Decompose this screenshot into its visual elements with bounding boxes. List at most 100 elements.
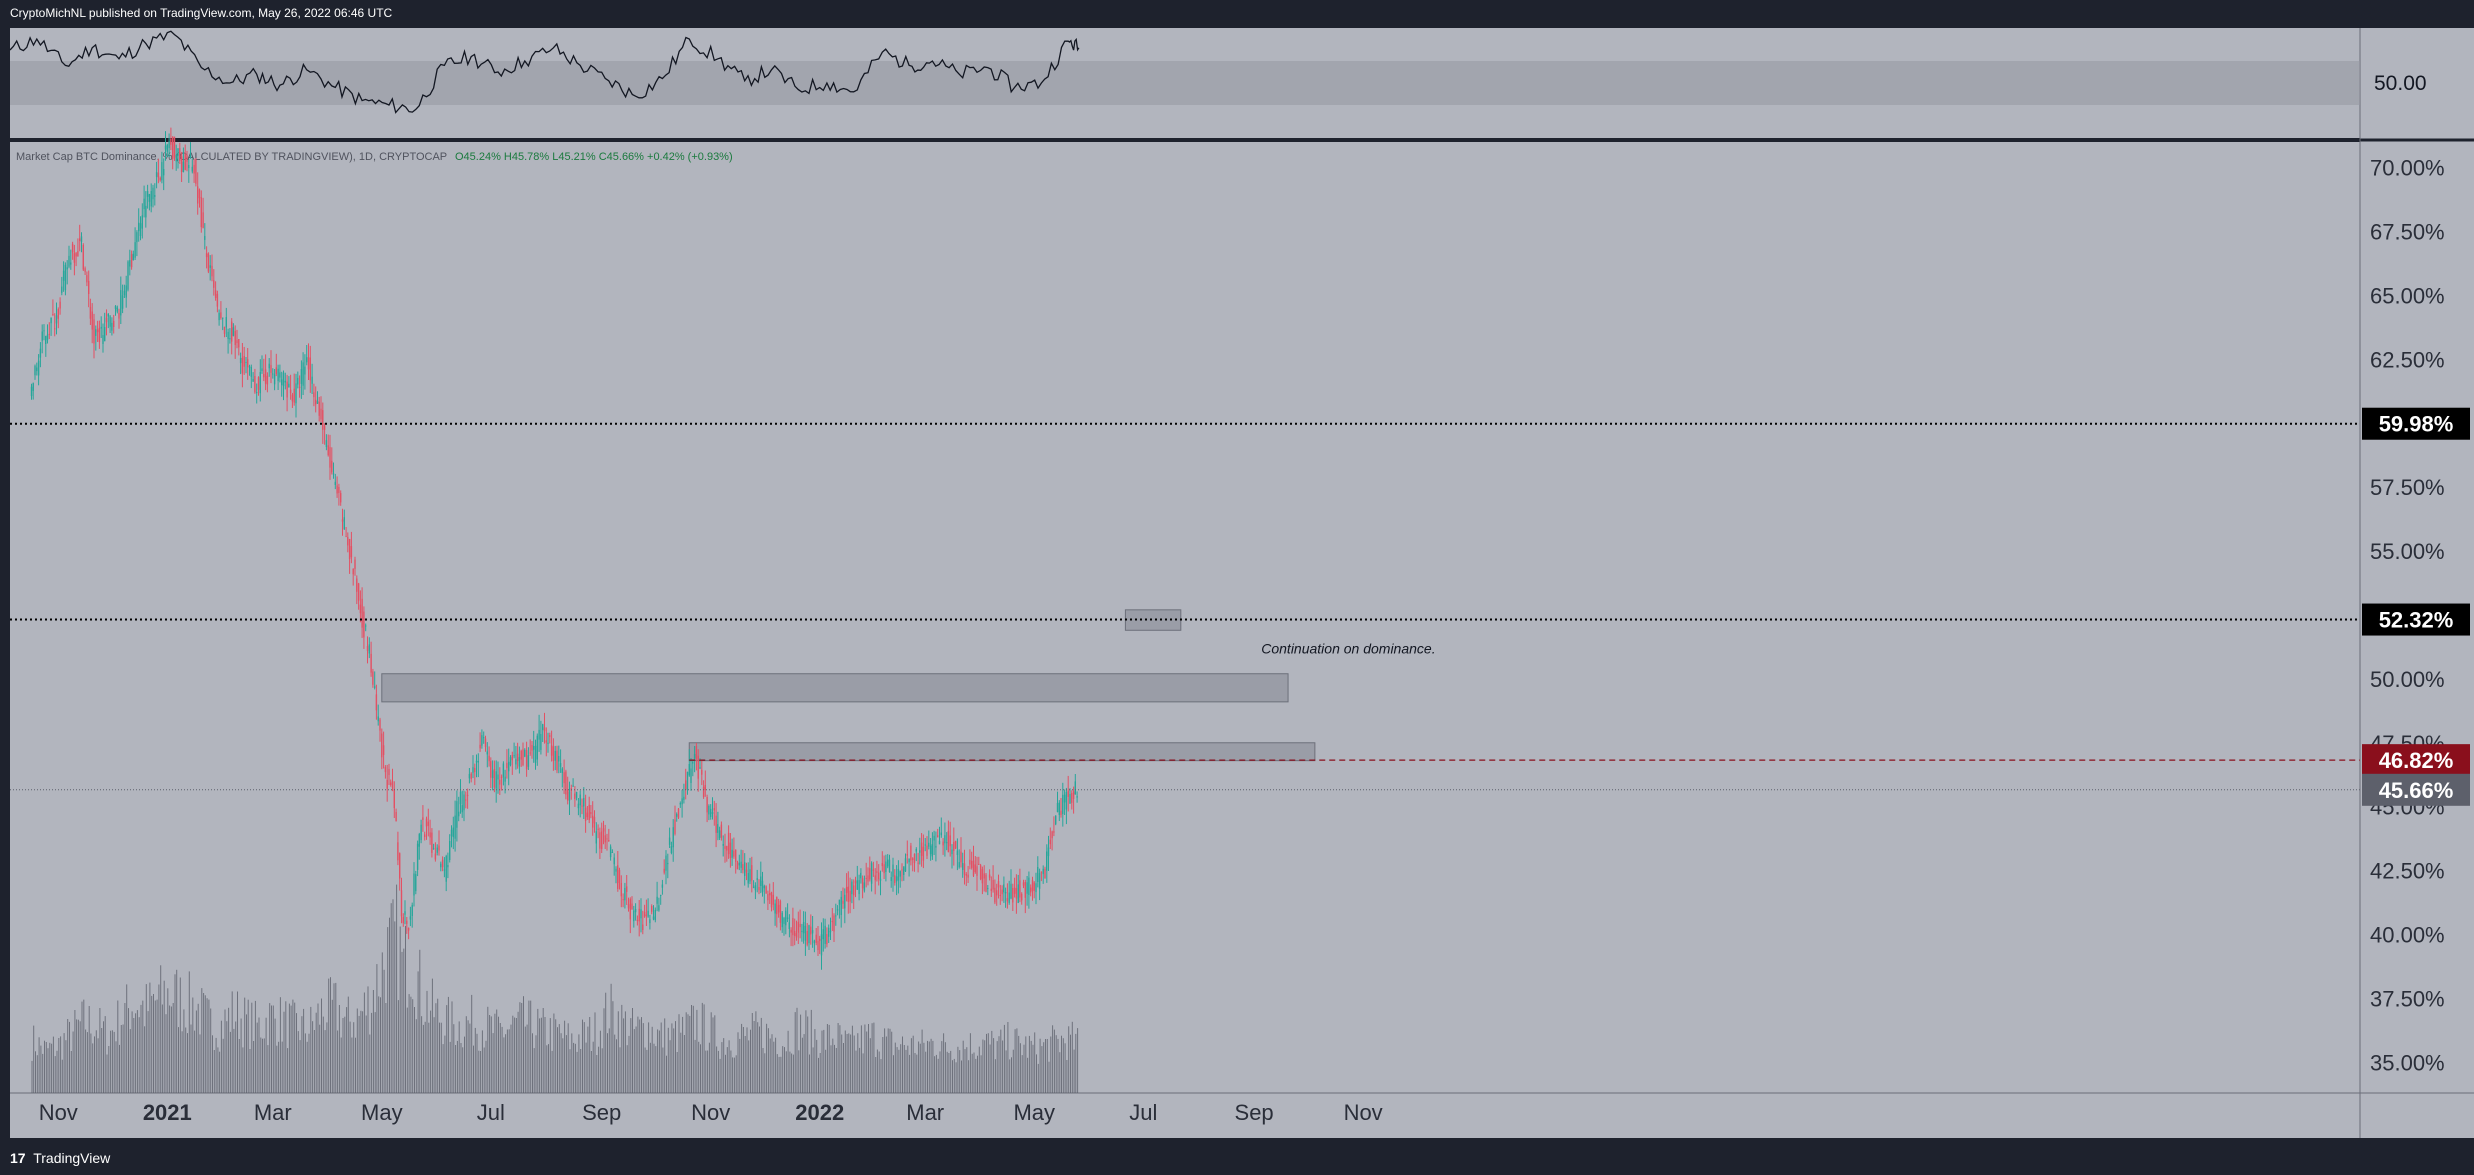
candle-body — [892, 864, 894, 877]
price-scale[interactable] — [2360, 28, 2474, 1093]
volume-bar — [934, 1056, 936, 1093]
candle-body — [667, 863, 669, 865]
candle-body — [406, 920, 408, 924]
volume-bar — [363, 992, 365, 1093]
volume-bar — [219, 1051, 221, 1093]
volume-bar — [562, 1038, 564, 1093]
time-axis[interactable] — [10, 1093, 2474, 1138]
candle-body — [52, 314, 54, 315]
candle-body — [452, 827, 454, 838]
volume-bar — [512, 1015, 514, 1093]
volume-bar — [1012, 1049, 1014, 1093]
candle-body — [661, 884, 664, 888]
volume-bar — [866, 1031, 868, 1093]
volume-bar — [76, 1019, 78, 1093]
candle-body — [992, 880, 994, 890]
candle-body — [799, 923, 801, 928]
volume-bar — [846, 1034, 848, 1093]
volume-bar — [197, 1003, 199, 1093]
price-pane[interactable] — [10, 142, 2360, 1093]
volume-bar — [72, 1031, 74, 1093]
volume-bar — [40, 1045, 42, 1093]
candle-body — [55, 315, 58, 324]
candle-body — [182, 161, 185, 173]
volume-bar — [599, 1030, 601, 1093]
resistance-zone[interactable] — [1124, 609, 1182, 631]
candle-body — [804, 925, 807, 941]
volume-bar — [678, 1014, 680, 1093]
candle-body — [61, 286, 63, 293]
volume-bar — [776, 1054, 778, 1093]
candle-body — [445, 856, 447, 882]
volume-bar — [183, 1009, 185, 1093]
volume-bar — [206, 998, 208, 1093]
volume-bar — [673, 1028, 675, 1093]
candle-body — [98, 327, 101, 343]
volume-bar — [755, 1011, 757, 1093]
volume-bar — [594, 1012, 596, 1093]
candle-body — [668, 837, 671, 845]
candle-body — [685, 780, 687, 790]
candle-body — [164, 145, 167, 150]
candle-body — [468, 773, 471, 779]
volume-bar — [160, 965, 162, 1093]
candle-body — [581, 805, 583, 807]
candle-body — [138, 222, 140, 232]
volume-bar — [308, 1033, 310, 1093]
candle-body — [556, 750, 558, 771]
volume-bar — [415, 1019, 417, 1093]
candle-body — [189, 155, 192, 158]
candle-body — [275, 367, 277, 375]
volume-bar — [553, 1013, 555, 1093]
candle-body — [236, 340, 238, 344]
volume-bar — [523, 996, 524, 1093]
volume-bar — [260, 1037, 262, 1093]
volume-bar — [753, 1021, 755, 1093]
candle-body — [776, 897, 778, 915]
volume-bar — [163, 980, 165, 1093]
candle-body — [847, 886, 849, 902]
volume-bar — [1043, 1042, 1045, 1093]
candle-body — [542, 724, 544, 730]
volume-bar — [176, 969, 178, 1093]
volume-bar — [222, 1038, 224, 1093]
resistance-zone[interactable] — [381, 673, 1289, 703]
attribution-text: CryptoMichNL published on TradingView.co… — [10, 6, 393, 20]
volume-bar — [331, 999, 333, 1093]
candle-body — [395, 812, 397, 822]
resistance-zone[interactable] — [688, 742, 1316, 762]
volume-bar — [390, 903, 392, 1093]
candle-body — [282, 372, 285, 387]
volume-bar — [989, 1044, 991, 1093]
volume-bar — [1030, 1040, 1032, 1093]
candle-body — [481, 735, 483, 746]
volume-bar — [276, 1045, 278, 1093]
candle-body — [890, 877, 892, 881]
volume-bar — [1066, 1060, 1068, 1093]
volume-bar — [576, 1051, 578, 1093]
volume-bar — [1028, 1035, 1030, 1093]
candle-body — [449, 841, 451, 860]
rsi-tick-label: 50.00 — [2374, 72, 2427, 95]
volume-bar — [623, 1018, 625, 1093]
candle-body — [1044, 868, 1046, 879]
volume-bar — [707, 1050, 709, 1093]
candle-body — [629, 899, 631, 920]
volume-bar — [508, 1029, 510, 1093]
candle-body — [356, 578, 358, 592]
volume-bar — [119, 1044, 120, 1093]
volume-bar — [853, 1035, 855, 1093]
candle-body — [382, 745, 385, 755]
volume-bar — [58, 1038, 60, 1093]
volume-bar — [1011, 1057, 1012, 1093]
candle-body — [218, 312, 220, 321]
volume-bar — [574, 1043, 576, 1093]
volume-bar — [898, 1049, 900, 1093]
candle-body — [288, 383, 290, 387]
volume-bar — [217, 1047, 219, 1093]
candle-body — [315, 399, 317, 405]
candle-body — [997, 881, 1000, 888]
y-tick-label: 42.50% — [2370, 859, 2445, 884]
candle-body — [761, 880, 764, 892]
